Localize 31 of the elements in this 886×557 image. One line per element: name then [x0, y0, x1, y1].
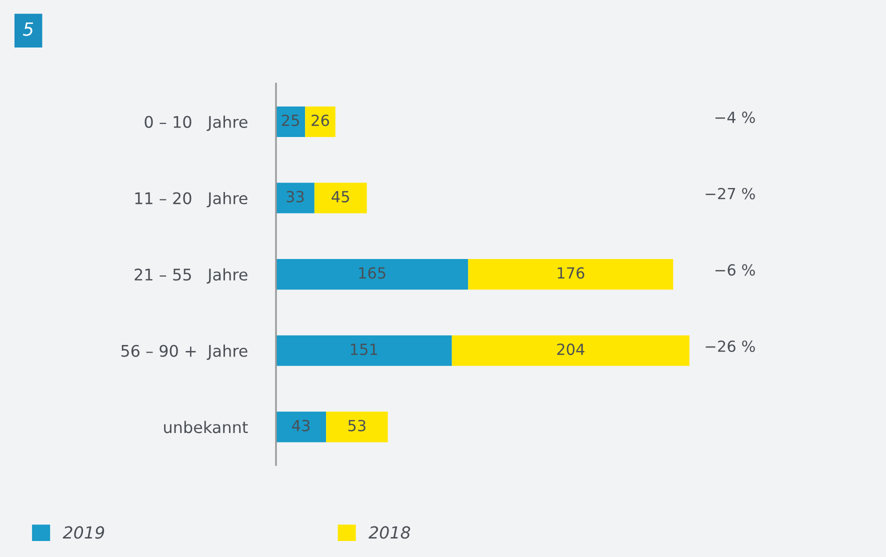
data-label: 26 — [312, 114, 330, 126]
data-label: 165 — [359, 267, 386, 279]
bar — [276, 335, 452, 366]
y-tick-label: unbekannt — [164, 420, 248, 434]
legend-label: 2018 — [368, 526, 410, 539]
text: −26 % — [706, 340, 755, 352]
bar — [314, 182, 367, 214]
bar — [276, 259, 468, 290]
data-label: 43 — [292, 420, 310, 432]
legend-label: 2019 — [62, 526, 104, 539]
bar — [276, 412, 326, 442]
text: −6 % — [715, 264, 755, 276]
text: 5 — [22, 22, 34, 36]
text: −27 % — [706, 188, 755, 200]
bar — [276, 182, 314, 214]
data-label: 33 — [286, 190, 304, 202]
bar — [326, 412, 388, 442]
bar — [305, 106, 336, 137]
y-tick-label: 11 – 20 Jahre — [135, 192, 248, 208]
data-label: 45 — [332, 191, 350, 202]
data-label: 25 — [282, 114, 299, 126]
text: −4 % — [715, 112, 755, 124]
data-label: 151 — [351, 344, 378, 356]
y-tick-label: 21 – 55 Jahre — [134, 268, 248, 284]
data-label: 53 — [348, 420, 366, 432]
data-label: 176 — [558, 267, 584, 279]
y-tick-label: 0 – 10 Jahre — [144, 116, 248, 131]
data-label: 204 — [557, 344, 584, 356]
bar — [468, 259, 674, 290]
y-tick-label: 56 – 90 + Jahre — [121, 344, 248, 360]
bar — [452, 335, 690, 366]
